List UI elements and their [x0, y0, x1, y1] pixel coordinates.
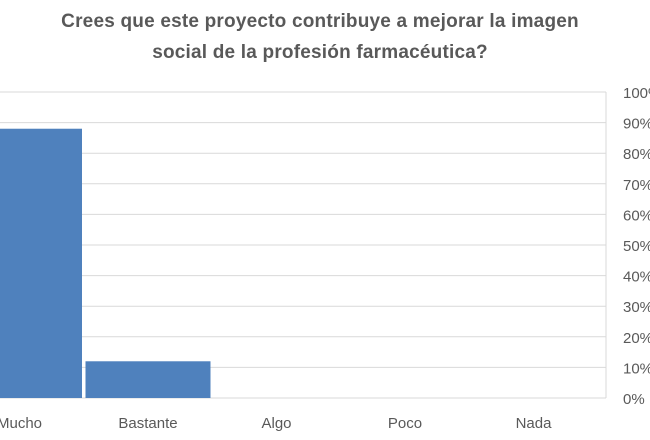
bar-bastante — [85, 361, 211, 398]
gridlines — [0, 91, 607, 399]
y-tick-label-6: 60% — [623, 207, 650, 224]
y-tick-label-9: 90% — [623, 116, 650, 133]
y-tick-label-2: 20% — [623, 330, 650, 347]
bar-mucho — [0, 128, 82, 398]
x-tick-label-algo: Algo — [261, 415, 291, 432]
bars — [0, 128, 211, 398]
y-tick-label-5: 50% — [623, 238, 650, 255]
y-tick-label-3: 30% — [623, 299, 650, 316]
chart-title-line-2: social de la profesión farmacéutica? — [152, 42, 488, 63]
y-axis-tick-labels: 0% 10% 20% 30% 40% 50% 60% 70% 80% 90% 100% — [623, 85, 650, 408]
y-tick-label-7: 70% — [623, 177, 650, 194]
y-tick-label-1: 10% — [623, 360, 650, 377]
y-tick-label-0: 0% — [623, 391, 645, 408]
y-tick-label-4: 40% — [623, 269, 650, 286]
x-tick-label-bastante: Bastante — [118, 415, 177, 432]
y-tick-label-8: 80% — [623, 146, 650, 163]
chart-title-line-1: Crees que este proyecto contribuye a mej… — [61, 11, 579, 32]
y-tick-label-10: 100% — [623, 85, 650, 102]
x-tick-label-mucho: Mucho — [0, 415, 42, 432]
x-tick-label-nada: Nada — [516, 415, 553, 432]
chart-title: Crees que este proyecto contribuye a mej… — [0, 6, 640, 68]
x-axis-category-labels: Mucho Bastante Algo Poco Nada — [0, 415, 552, 432]
x-tick-label-poco: Poco — [388, 415, 422, 432]
